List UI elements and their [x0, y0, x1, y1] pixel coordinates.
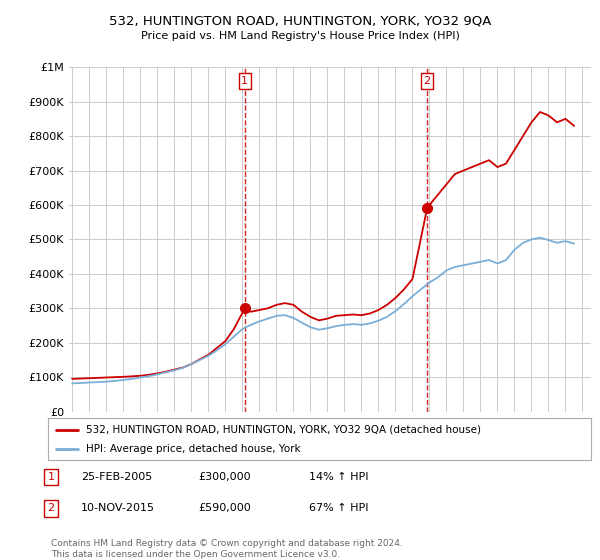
Text: 14% ↑ HPI: 14% ↑ HPI [309, 472, 368, 482]
Text: £300,000: £300,000 [198, 472, 251, 482]
Text: HPI: Average price, detached house, York: HPI: Average price, detached house, York [86, 444, 301, 454]
Text: Price paid vs. HM Land Registry's House Price Index (HPI): Price paid vs. HM Land Registry's House … [140, 31, 460, 41]
Text: 1: 1 [241, 76, 248, 86]
Text: 532, HUNTINGTON ROAD, HUNTINGTON, YORK, YO32 9QA (detached house): 532, HUNTINGTON ROAD, HUNTINGTON, YORK, … [86, 424, 481, 435]
Text: 1: 1 [47, 472, 55, 482]
Text: 10-NOV-2015: 10-NOV-2015 [81, 503, 155, 514]
Text: 2: 2 [424, 76, 431, 86]
Text: 25-FEB-2005: 25-FEB-2005 [81, 472, 152, 482]
Text: £590,000: £590,000 [198, 503, 251, 514]
Text: 532, HUNTINGTON ROAD, HUNTINGTON, YORK, YO32 9QA: 532, HUNTINGTON ROAD, HUNTINGTON, YORK, … [109, 14, 491, 27]
Text: 67% ↑ HPI: 67% ↑ HPI [309, 503, 368, 514]
Text: Contains HM Land Registry data © Crown copyright and database right 2024.
This d: Contains HM Land Registry data © Crown c… [51, 539, 403, 559]
Text: 2: 2 [47, 503, 55, 514]
